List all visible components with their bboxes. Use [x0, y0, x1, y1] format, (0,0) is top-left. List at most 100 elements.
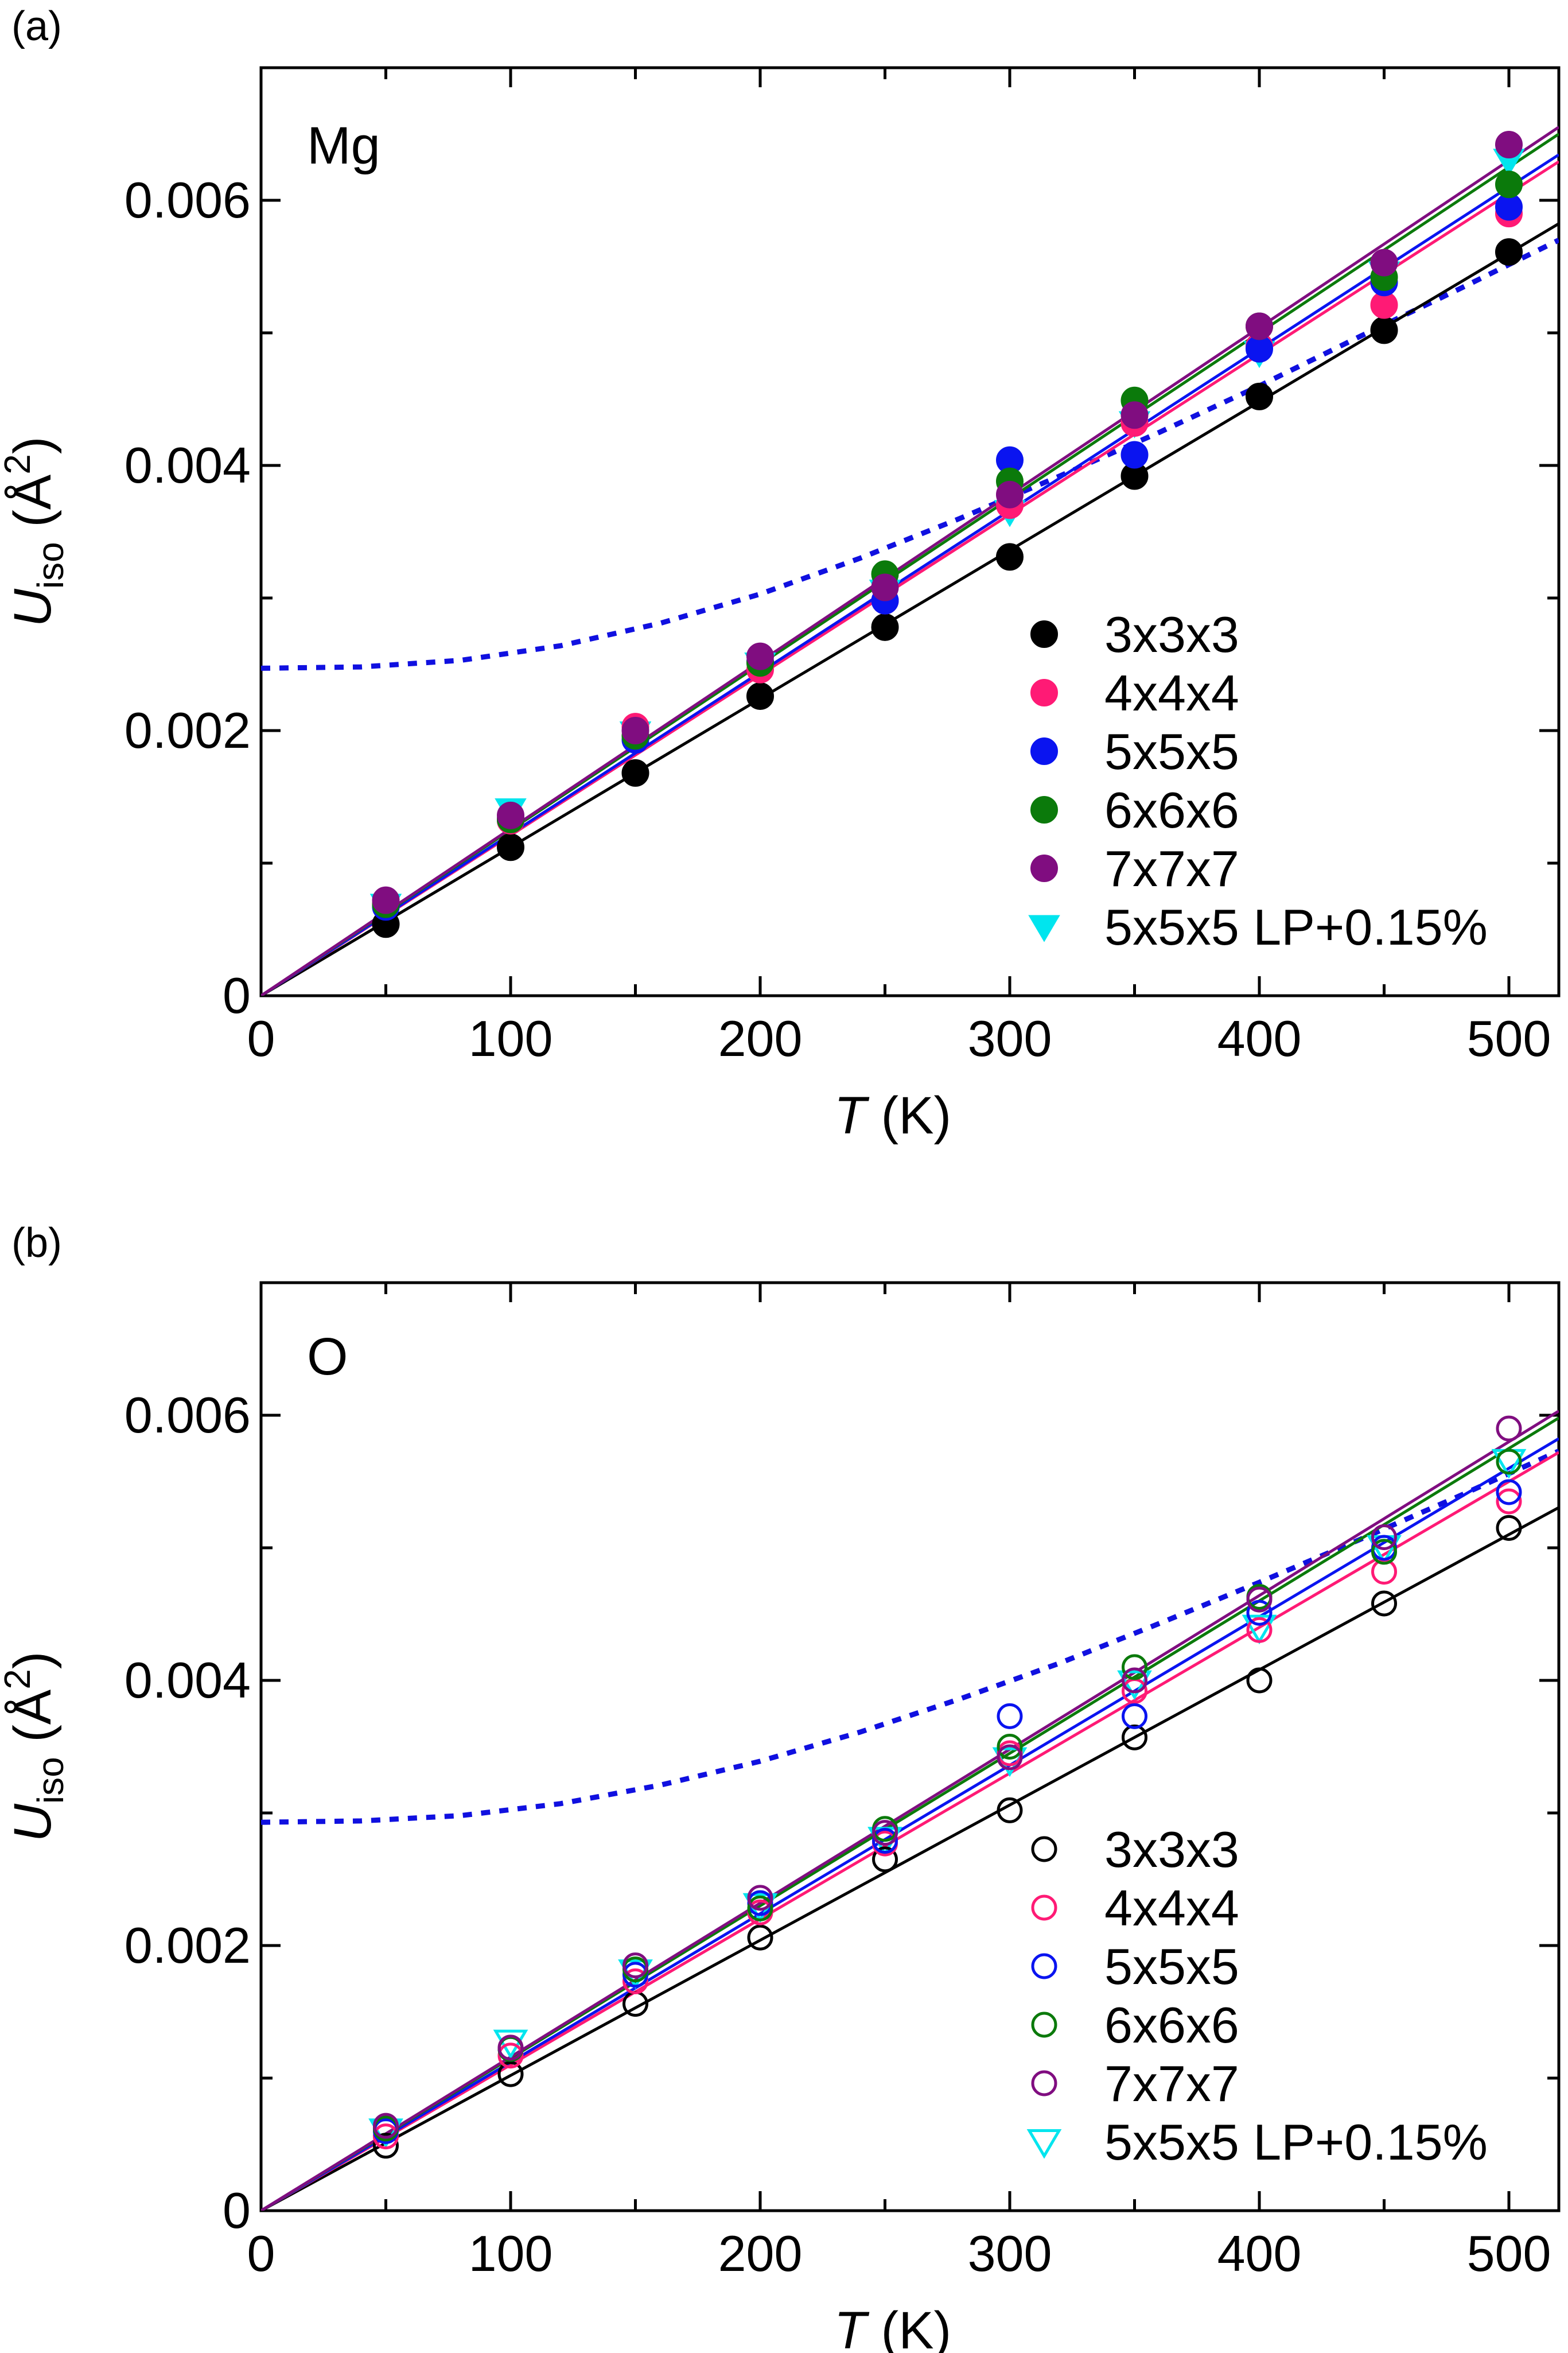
- y-tick-label: 0.006: [124, 1387, 251, 1443]
- legend-label: 6x6x6: [1104, 1997, 1239, 2053]
- y-axis-unit-suffix: ): [3, 436, 62, 454]
- data-point: [1122, 1667, 1147, 1694]
- fit-line-3x3x3: [261, 222, 1559, 996]
- y-tick-label: 0.004: [124, 437, 251, 494]
- x-tick-label: 200: [718, 1010, 803, 1067]
- data-point: [747, 1885, 773, 1911]
- fit-line-7x7x7: [261, 1410, 1559, 2211]
- y-axis-superscript: 2: [0, 454, 38, 475]
- dotted-reference-curve: [261, 1449, 1559, 1825]
- data-point: [1495, 238, 1523, 266]
- data-point: [1371, 1539, 1397, 1565]
- legend-marker: [1030, 737, 1058, 765]
- x-tick-label: 0: [247, 2225, 275, 2282]
- data-point: [746, 682, 774, 710]
- plot-area: [261, 1410, 1559, 2211]
- legend-marker: [1030, 620, 1058, 648]
- legend-label: 5x5x5: [1104, 1938, 1239, 1995]
- data-point: [621, 717, 649, 744]
- x-axis-title: T (K): [834, 1086, 951, 1145]
- x-axis-unit: (K): [866, 1086, 951, 1145]
- y-axis-title: Uiso (Å2): [0, 1651, 71, 1842]
- y-axis-symbol: U: [3, 1804, 62, 1842]
- data-point: [872, 1828, 898, 1854]
- legend-label: 3x3x3: [1104, 606, 1239, 663]
- element-label: Mg: [307, 117, 380, 175]
- data-point: [1370, 316, 1398, 344]
- x-tick-label: 500: [1467, 2225, 1551, 2282]
- data-point: [1246, 1599, 1273, 1626]
- x-tick-label: 200: [718, 2225, 803, 2282]
- panel-a: 0 100 200 300 400 500 0 0.002 0.004 0.006 T (K) Uis…: [0, 3, 1561, 1145]
- y-tick-label: 0.004: [124, 1652, 251, 1709]
- data-point: [997, 1734, 1023, 1760]
- y-axis-symbol: U: [3, 589, 62, 627]
- data-point: [1246, 1667, 1273, 1694]
- x-axis-symbol: T: [834, 2301, 870, 2353]
- data-point: [1120, 441, 1149, 469]
- x-tick-label: 300: [968, 1010, 1052, 1067]
- data-point: [1122, 1654, 1147, 1680]
- data-point: [1496, 1415, 1522, 1442]
- x-axis-symbol: T: [834, 1086, 870, 1145]
- fit-line-7x7x7: [261, 126, 1559, 996]
- data-point: [871, 613, 899, 641]
- legend-marker: [1031, 1836, 1057, 1862]
- x-axis-unit: (K): [866, 2301, 951, 2353]
- data-point: [1246, 312, 1273, 340]
- legend-marker: [1030, 679, 1058, 706]
- y-tick-label: 0.002: [124, 702, 251, 759]
- data-point: [1496, 1488, 1522, 1515]
- legend-marker: [1031, 2070, 1057, 2096]
- legend-label: 7x7x7: [1104, 840, 1239, 897]
- data-point: [621, 759, 649, 787]
- data-point: [1246, 1617, 1273, 1643]
- data-point: [373, 2133, 399, 2159]
- legend-label: 5x5x5: [1104, 723, 1239, 780]
- data-point: [1496, 1449, 1522, 1475]
- y-axis-unit-suffix: ): [3, 1651, 62, 1669]
- data-point: [497, 833, 524, 861]
- x-axis-title: T (K): [834, 2301, 951, 2353]
- fit-line-5x5x5: [261, 1437, 1559, 2211]
- data-point: [996, 480, 1024, 508]
- data-point: [997, 1797, 1023, 1823]
- y-tick-label: 0: [223, 2182, 251, 2239]
- data-point: [1246, 382, 1273, 410]
- data-point: [1496, 1479, 1522, 1505]
- plot-frame: [259, 66, 1561, 997]
- data-point: [497, 2061, 524, 2087]
- data-point: [493, 2029, 528, 2060]
- x-tick-label: 400: [1217, 1010, 1302, 1067]
- data-point: [497, 2034, 524, 2061]
- y-tick-label: 0.006: [124, 172, 251, 228]
- legend-label: 7x7x7: [1104, 2055, 1239, 2112]
- data-point: [1122, 1703, 1147, 1729]
- y-axis-subscript: iso: [30, 542, 71, 589]
- data-point: [1371, 1524, 1397, 1551]
- data-point: [1120, 401, 1149, 429]
- element-label: O: [307, 1327, 348, 1386]
- panel-label: (a): [11, 3, 62, 49]
- legend-label: 4x4x4: [1104, 1880, 1239, 1936]
- data-point: [372, 886, 400, 914]
- legend-marker: [1028, 915, 1060, 942]
- data-point: [497, 2043, 524, 2069]
- legend-label: 3x3x3: [1104, 1821, 1239, 1878]
- data-point: [996, 543, 1024, 571]
- dotted-reference-curve: [261, 238, 1559, 671]
- data-point: [997, 1744, 1023, 1770]
- data-point: [1122, 1724, 1147, 1750]
- data-point: [872, 1846, 898, 1873]
- y-axis-unit-prefix: (Å: [3, 1689, 62, 1757]
- plot-area: [261, 126, 1559, 996]
- data-point: [871, 573, 899, 601]
- x-tick-label: 0: [247, 1010, 275, 1067]
- y-axis-unit-prefix: (Å: [3, 474, 62, 542]
- data-point: [1117, 1670, 1152, 1700]
- fit-line-3x3x3: [261, 1506, 1559, 2211]
- legend-label: 5x5x5 LP+0.15%: [1104, 899, 1488, 956]
- x-tick-label: 300: [968, 2225, 1052, 2282]
